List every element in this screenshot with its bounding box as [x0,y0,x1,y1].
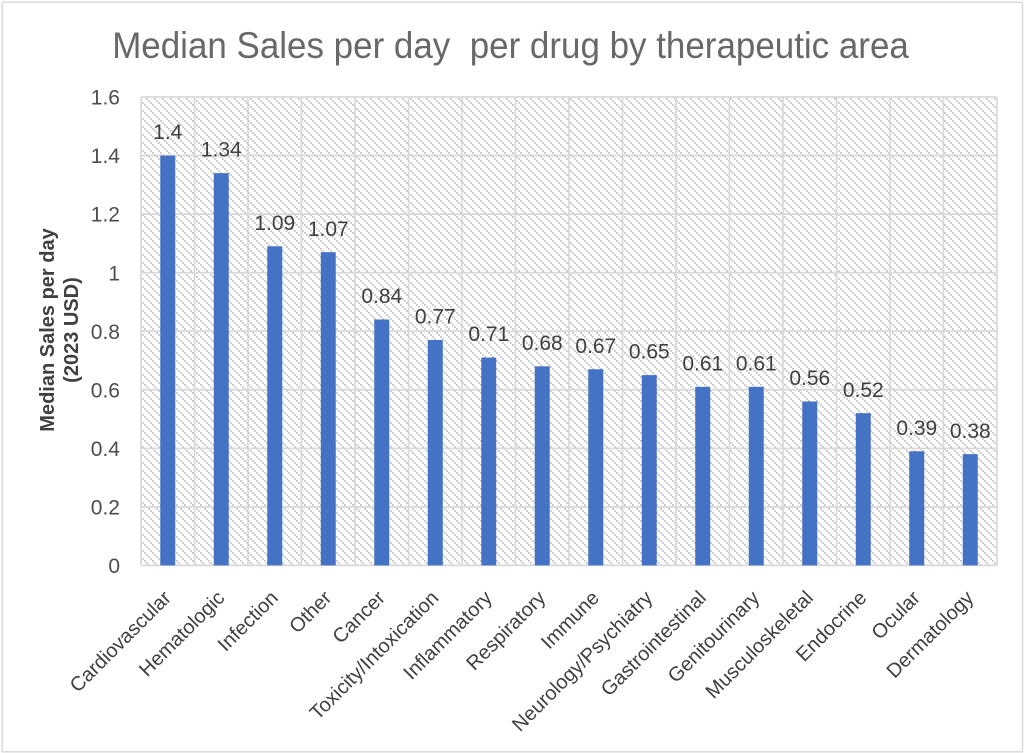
svg-text:0.6: 0.6 [91,379,120,402]
svg-text:1.2: 1.2 [91,204,120,227]
svg-text:0.61: 0.61 [682,352,723,375]
svg-text:0: 0 [108,555,120,578]
svg-text:0.71: 0.71 [468,323,509,346]
svg-text:1.4: 1.4 [91,145,121,168]
svg-text:Median Sales per day per drug: Median Sales per day per drug by therape… [112,24,910,66]
svg-text:(2023 USD): (2023 USD) [61,277,83,383]
svg-text:0.38: 0.38 [950,420,991,443]
svg-text:0.2: 0.2 [91,496,120,519]
svg-text:Median Sales per day: Median Sales per day [37,227,59,431]
svg-text:0.61: 0.61 [736,352,777,375]
svg-text:0.52: 0.52 [843,379,884,402]
svg-text:1.4: 1.4 [153,121,183,144]
svg-text:1.34: 1.34 [201,139,242,162]
svg-text:1.6: 1.6 [91,87,120,110]
svg-text:1: 1 [108,262,120,285]
svg-text:0.4: 0.4 [91,438,121,461]
svg-text:0.84: 0.84 [361,285,402,308]
svg-text:0.56: 0.56 [789,367,830,390]
svg-text:0.67: 0.67 [575,335,616,358]
svg-text:1.09: 1.09 [254,212,295,235]
svg-text:0.77: 0.77 [415,306,456,329]
svg-text:0.68: 0.68 [522,332,563,355]
svg-text:1.07: 1.07 [308,218,349,241]
svg-text:0.39: 0.39 [896,417,937,440]
svg-text:0.65: 0.65 [629,341,670,364]
svg-text:0.8: 0.8 [91,321,120,344]
